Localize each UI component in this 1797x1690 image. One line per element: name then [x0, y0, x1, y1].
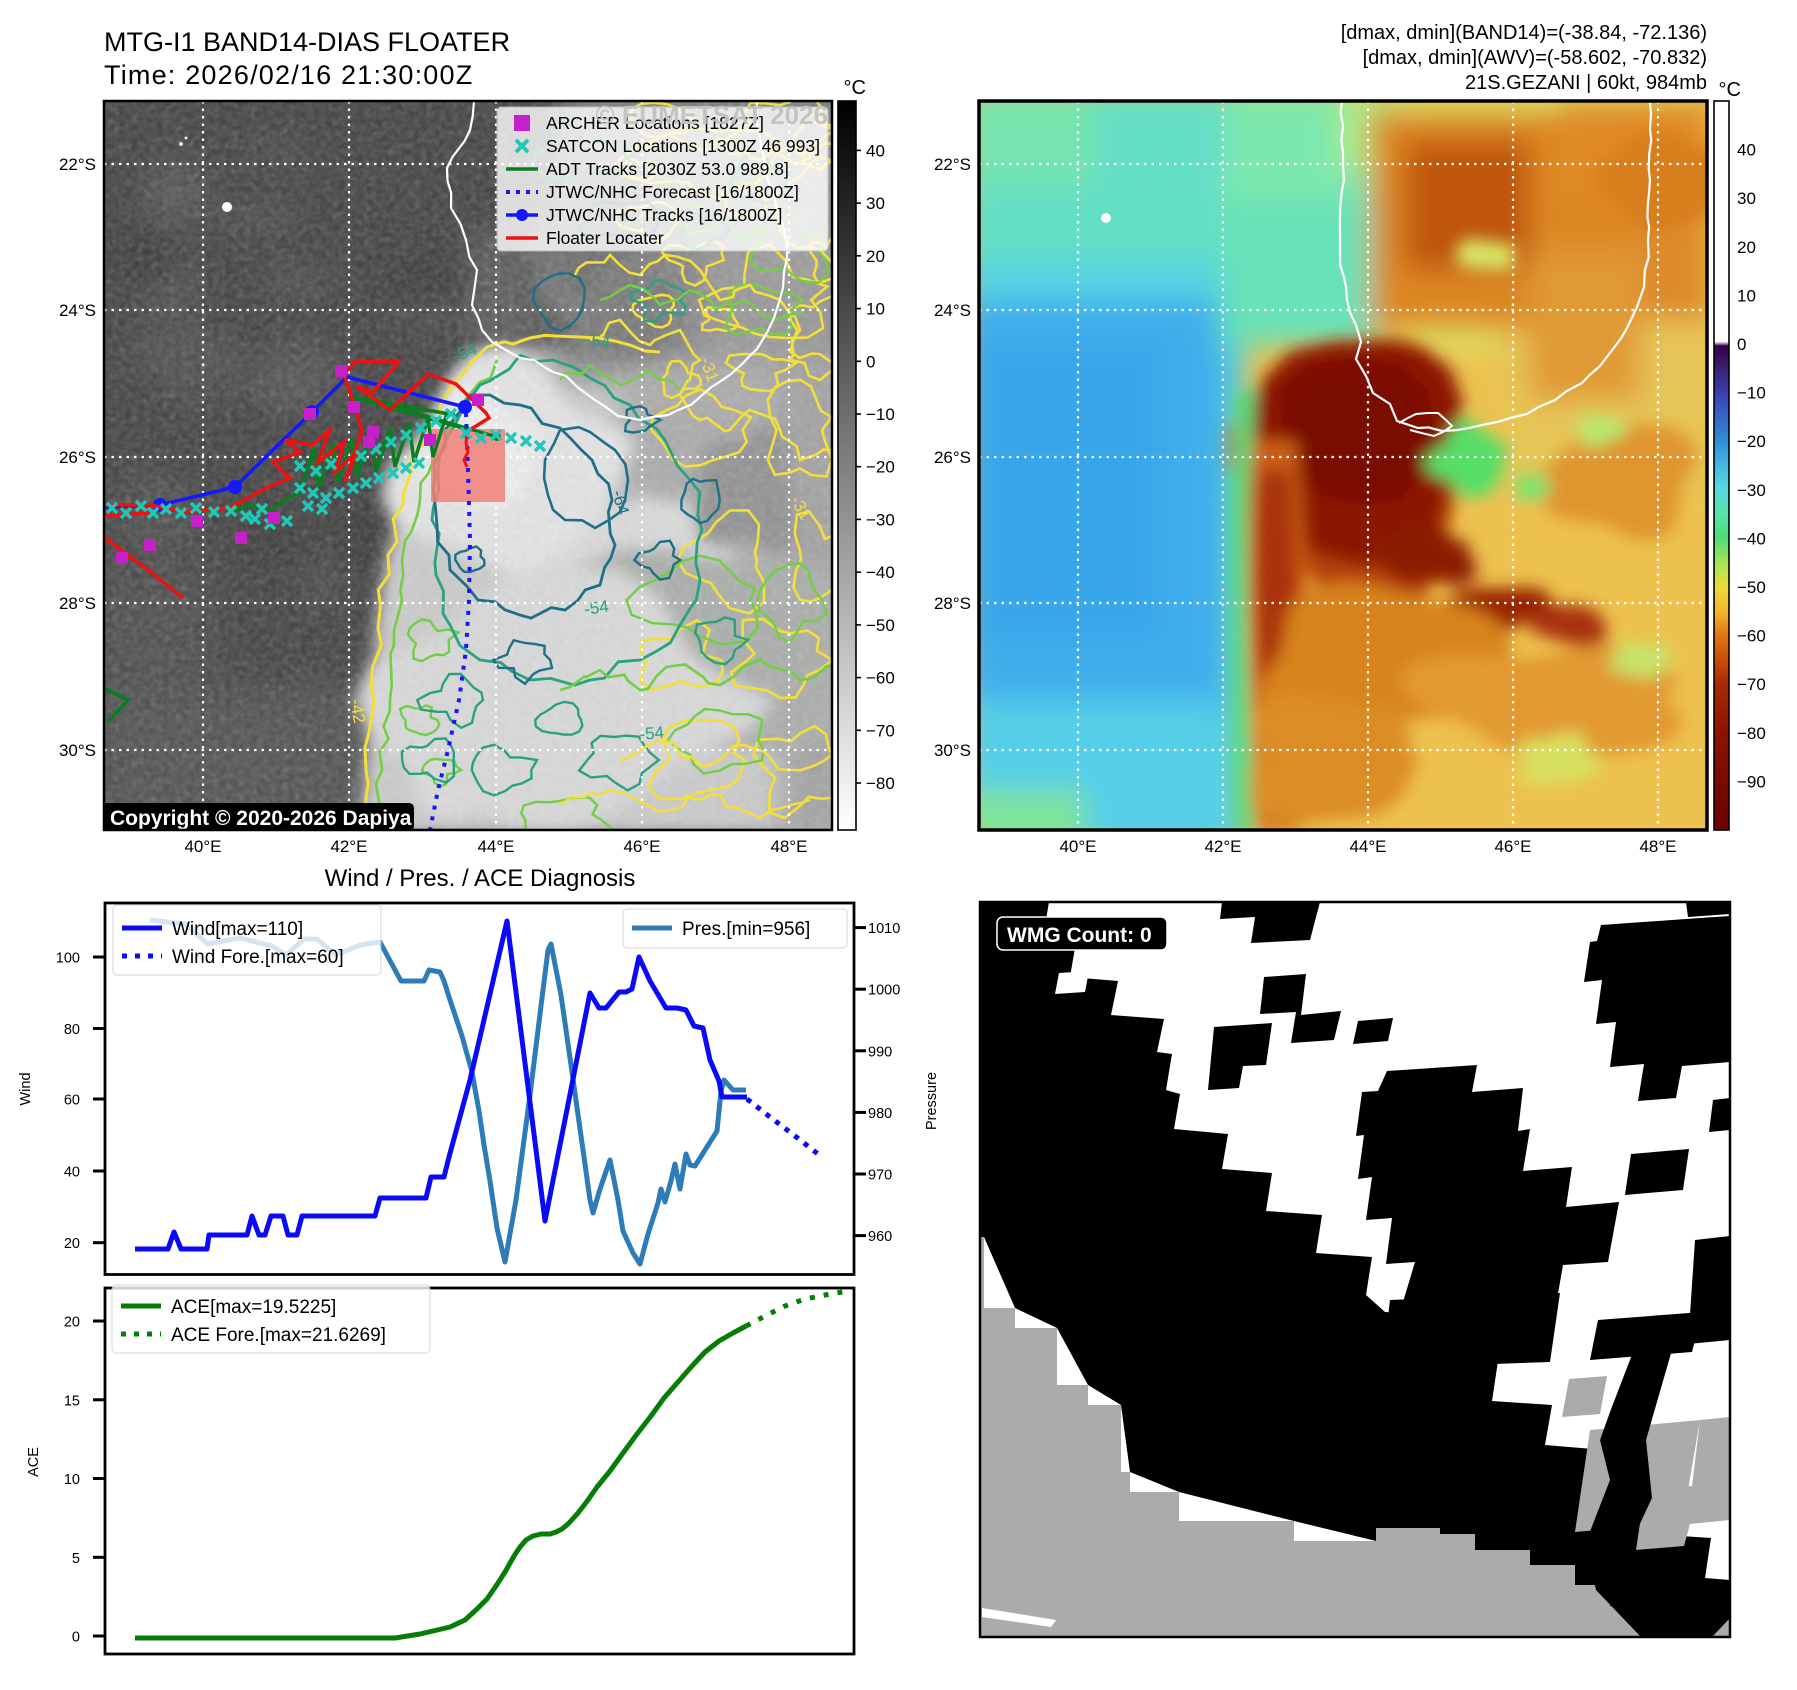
- svg-text:−90: −90: [1737, 772, 1766, 791]
- svg-text:-42: -42: [346, 697, 369, 725]
- svg-text:26°S: 26°S: [934, 448, 971, 467]
- svg-text:44°E: 44°E: [1349, 837, 1386, 856]
- svg-text:Floater Locater: Floater Locater: [546, 228, 664, 248]
- svg-text:ACE Fore.[max=21.6269]: ACE Fore.[max=21.6269]: [171, 1325, 386, 1346]
- svg-text:[dmax, dmin](BAND14)=(-38.84,: [dmax, dmin](BAND14)=(-38.84, -72.136): [1341, 22, 1707, 44]
- svg-text:Wind: Wind: [18, 1072, 34, 1105]
- svg-text:−20: −20: [866, 458, 895, 477]
- svg-text:ACE: ACE: [26, 1447, 42, 1477]
- svg-text:−10: −10: [866, 405, 895, 424]
- svg-text:−80: −80: [866, 774, 895, 793]
- svg-text:1000: 1000: [868, 983, 900, 999]
- svg-text:40: 40: [1737, 141, 1756, 160]
- svg-text:48°E: 48°E: [1639, 837, 1676, 856]
- svg-text:30°S: 30°S: [59, 741, 96, 760]
- svg-text:40°E: 40°E: [184, 837, 221, 856]
- svg-text:20: 20: [866, 247, 885, 266]
- svg-text:−60: −60: [1737, 627, 1766, 646]
- svg-text:°C: °C: [1719, 79, 1741, 101]
- svg-text:5: 5: [72, 1551, 80, 1567]
- svg-text:46°E: 46°E: [623, 837, 660, 856]
- svg-text:°C: °C: [844, 77, 866, 99]
- svg-text:Wind / Pres. / ACE Diagnosis: Wind / Pres. / ACE Diagnosis: [325, 865, 636, 892]
- svg-text:44°E: 44°E: [477, 837, 514, 856]
- svg-text:22°S: 22°S: [934, 155, 971, 174]
- svg-text:−50: −50: [866, 616, 895, 635]
- svg-text:[dmax, dmin](AWV)=(-58.602, -7: [dmax, dmin](AWV)=(-58.602, -70.832): [1363, 47, 1707, 69]
- svg-text:WMG Count: 0: WMG Count: 0: [1007, 924, 1152, 947]
- svg-text:ACE[max=19.5225]: ACE[max=19.5225]: [171, 1297, 336, 1318]
- svg-text:Pressure: Pressure: [924, 1072, 940, 1130]
- svg-text:-54: -54: [584, 330, 611, 352]
- svg-text:-54: -54: [639, 723, 665, 744]
- svg-text:1010: 1010: [868, 921, 900, 937]
- svg-text:10: 10: [1737, 286, 1756, 305]
- svg-text:10: 10: [64, 1472, 80, 1488]
- svg-text:© EUMETSAT 2026: © EUMETSAT 2026: [595, 100, 828, 130]
- svg-text:40: 40: [866, 141, 885, 160]
- svg-text:60: 60: [64, 1093, 80, 1109]
- svg-text:JTWC/NHC Forecast [16/1800Z]: JTWC/NHC Forecast [16/1800Z]: [546, 182, 799, 202]
- svg-text:-54: -54: [583, 597, 610, 619]
- svg-text:28°S: 28°S: [59, 594, 96, 613]
- svg-text:28°S: 28°S: [934, 594, 971, 613]
- svg-text:−70: −70: [866, 721, 895, 740]
- svg-text:20: 20: [64, 1315, 80, 1331]
- svg-text:−10: −10: [1737, 384, 1766, 403]
- svg-text:−80: −80: [1737, 724, 1766, 743]
- svg-text:20: 20: [1737, 238, 1756, 257]
- svg-text:ADT Tracks [2030Z 53.0 989.8]: ADT Tracks [2030Z 53.0 989.8]: [546, 159, 789, 179]
- svg-text:JTWC/NHC Tracks [16/1800Z]: JTWC/NHC Tracks [16/1800Z]: [546, 205, 782, 225]
- svg-text:−40: −40: [1737, 529, 1766, 548]
- svg-text:−50: −50: [1737, 578, 1766, 597]
- svg-text:24°S: 24°S: [59, 301, 96, 320]
- svg-text:42°E: 42°E: [330, 837, 367, 856]
- svg-text:40: 40: [64, 1165, 80, 1181]
- svg-text:Wind Fore.[max=60]: Wind Fore.[max=60]: [172, 947, 344, 968]
- svg-text:22°S: 22°S: [59, 155, 96, 174]
- svg-text:30°S: 30°S: [934, 741, 971, 760]
- svg-text:100: 100: [56, 951, 80, 967]
- svg-text:980: 980: [868, 1106, 892, 1122]
- svg-text:ARCHER Locations [1827Z]: ARCHER Locations [1827Z]: [546, 113, 764, 133]
- svg-text:−30: −30: [1737, 481, 1766, 500]
- svg-text:Copyright © 2020-2026 Dapiya: Copyright © 2020-2026 Dapiya: [110, 807, 412, 830]
- svg-text:970: 970: [868, 1168, 892, 1184]
- svg-text:−70: −70: [1737, 675, 1766, 694]
- svg-text:48°E: 48°E: [770, 837, 807, 856]
- svg-text:Time: 2026/02/16 21:30:00Z: Time: 2026/02/16 21:30:00Z: [104, 60, 473, 90]
- svg-text:0: 0: [72, 1630, 80, 1646]
- svg-text:42°E: 42°E: [1204, 837, 1241, 856]
- svg-text:Wind[max=110]: Wind[max=110]: [172, 919, 303, 940]
- svg-text:MTG-I1 BAND14-DIAS FLOATER: MTG-I1 BAND14-DIAS FLOATER: [104, 27, 510, 57]
- svg-text:−40: −40: [866, 563, 895, 582]
- svg-text:24°S: 24°S: [934, 301, 971, 320]
- svg-text:−20: −20: [1737, 432, 1766, 451]
- svg-text:21S.GEZANI | 60kt, 984mb: 21S.GEZANI | 60kt, 984mb: [1465, 72, 1707, 94]
- svg-text:80: 80: [64, 1022, 80, 1038]
- svg-text:46°E: 46°E: [1494, 837, 1531, 856]
- svg-text:−30: −30: [866, 510, 895, 529]
- svg-text:SATCON Locations [1300Z 46 993: SATCON Locations [1300Z 46 993]: [546, 136, 820, 156]
- svg-text:Pres.[min=956]: Pres.[min=956]: [682, 919, 810, 940]
- svg-text:960: 960: [868, 1229, 892, 1245]
- svg-text:30: 30: [866, 194, 885, 213]
- svg-text:15: 15: [64, 1393, 80, 1409]
- svg-text:40°E: 40°E: [1059, 837, 1096, 856]
- svg-text:0: 0: [866, 352, 875, 371]
- svg-text:−60: −60: [866, 669, 895, 688]
- svg-text:26°S: 26°S: [59, 448, 96, 467]
- svg-text:0: 0: [1737, 335, 1746, 354]
- svg-text:30: 30: [1737, 189, 1756, 208]
- svg-text:990: 990: [868, 1044, 892, 1060]
- svg-text:10: 10: [866, 300, 885, 319]
- svg-text:20: 20: [64, 1236, 80, 1252]
